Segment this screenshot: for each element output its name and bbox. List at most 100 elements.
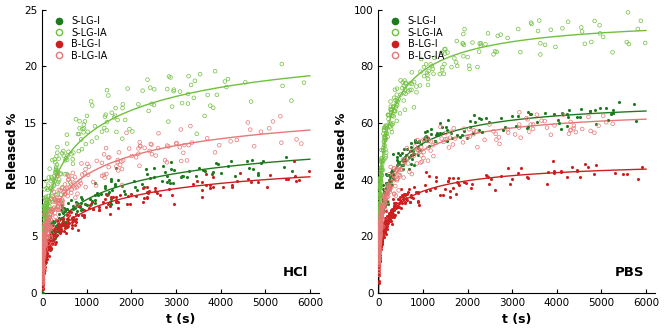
Point [76,137,87,142]
Point [513,171,523,176]
Point [37,254,48,260]
Point [374,268,384,273]
Point [438,193,448,198]
Point [37,284,48,290]
Point [374,201,384,206]
Point [37,246,48,252]
Point [374,242,384,247]
Point [374,248,384,254]
Point [39,224,49,229]
Point [72,191,83,196]
Point [375,230,386,236]
Point [374,229,384,235]
Point [162,86,172,92]
Point [442,136,452,141]
Point [374,251,385,256]
Point [376,165,386,170]
Point [39,240,49,246]
Point [90,193,101,198]
Point [53,192,63,197]
Point [374,246,384,252]
Point [374,234,384,239]
Point [39,196,50,201]
Point [37,271,48,276]
Point [37,258,48,264]
Point [87,139,97,144]
Point [374,259,384,265]
Point [450,136,461,141]
Point [55,171,66,176]
Point [404,187,414,192]
Point [380,197,391,202]
Point [39,252,50,258]
Point [430,186,440,191]
Point [428,71,439,76]
Point [97,173,107,179]
Point [378,207,389,212]
Point [278,164,289,169]
Point [374,249,384,254]
Point [94,207,105,212]
Point [374,271,384,276]
Point [38,265,49,270]
Point [37,250,48,255]
Point [545,132,556,137]
Point [374,246,384,252]
Point [39,230,49,236]
Point [212,162,223,167]
Point [387,211,398,216]
Point [374,243,384,249]
Point [410,137,420,142]
Point [66,182,77,187]
Point [412,161,422,166]
Point [419,64,430,70]
Point [374,239,384,245]
Point [39,259,50,265]
Point [40,240,51,245]
Point [44,219,55,225]
Point [133,151,144,156]
Point [374,250,384,256]
Point [41,249,51,254]
Point [38,267,49,273]
Point [90,197,101,202]
Point [415,149,426,154]
Point [38,246,49,251]
Point [376,217,386,222]
Point [474,127,485,132]
Point [432,131,442,136]
Point [41,248,51,253]
Point [46,233,57,238]
Point [376,227,387,232]
Point [374,249,384,254]
Point [411,90,422,95]
Point [39,234,50,240]
Point [374,209,385,215]
Point [437,67,448,73]
Point [39,237,49,242]
Point [47,198,57,203]
Point [38,242,49,248]
Point [378,221,389,226]
Point [52,207,63,212]
Point [392,176,403,181]
Point [374,261,384,267]
Point [39,257,49,263]
Point [412,145,423,151]
Point [400,155,410,160]
Point [37,262,48,267]
Point [374,238,385,243]
Point [378,200,389,206]
Point [288,159,299,164]
Point [55,229,65,235]
Point [111,166,121,171]
Point [37,252,48,258]
Point [533,28,543,34]
Point [377,226,388,231]
Point [531,120,542,125]
Point [37,261,48,266]
Point [414,138,424,143]
Point [374,263,384,268]
Point [80,167,91,172]
Point [63,220,74,226]
